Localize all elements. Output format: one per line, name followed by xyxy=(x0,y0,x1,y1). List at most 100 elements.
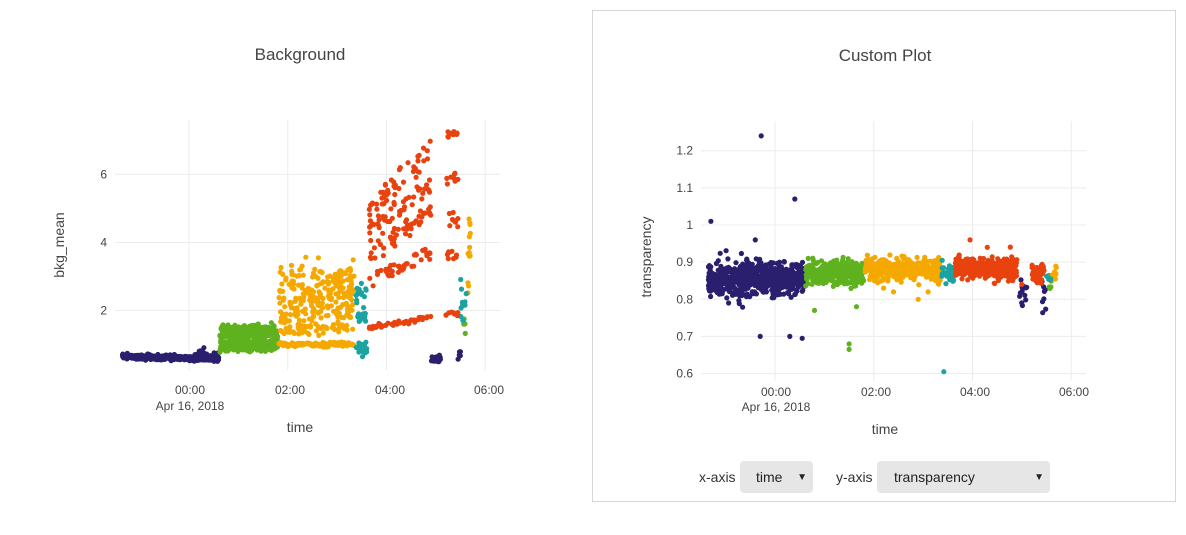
data-point xyxy=(789,262,795,268)
data-point xyxy=(385,187,391,193)
data-point xyxy=(881,285,887,291)
data-point xyxy=(873,272,879,278)
data-point xyxy=(296,273,302,279)
series-1 xyxy=(803,254,1054,352)
data-point xyxy=(708,264,714,270)
y-axis-select[interactable]: transparency ▼ xyxy=(877,461,1050,493)
data-point xyxy=(201,345,207,351)
data-point xyxy=(447,223,453,229)
data-point xyxy=(740,304,746,310)
data-point xyxy=(868,270,874,276)
data-point xyxy=(333,299,339,305)
data-point xyxy=(330,278,336,284)
data-point xyxy=(821,264,827,270)
data-point xyxy=(413,174,419,180)
data-point xyxy=(320,295,326,302)
data-point xyxy=(846,346,852,352)
data-point xyxy=(391,179,397,185)
data-point xyxy=(1052,269,1058,275)
data-point xyxy=(466,253,472,259)
data-point xyxy=(455,310,461,316)
data-point xyxy=(141,353,147,359)
data-point xyxy=(288,341,294,347)
data-point xyxy=(736,301,742,307)
data-point xyxy=(358,280,364,286)
data-point xyxy=(315,309,321,316)
data-point xyxy=(382,182,388,188)
data-point xyxy=(415,169,421,175)
data-point xyxy=(393,232,399,238)
data-point xyxy=(343,300,349,306)
data-point xyxy=(270,331,276,338)
data-point xyxy=(302,306,308,312)
data-point xyxy=(1044,273,1050,279)
series-2 xyxy=(862,252,1059,302)
data-point xyxy=(327,341,333,347)
data-point xyxy=(756,266,762,272)
data-point xyxy=(809,262,815,268)
data-point xyxy=(467,244,473,250)
data-point xyxy=(199,354,205,360)
data-point xyxy=(1001,256,1007,262)
data-point xyxy=(306,316,312,322)
data-point xyxy=(898,279,904,285)
data-point xyxy=(374,271,381,277)
data-point xyxy=(280,288,286,294)
data-point xyxy=(1032,276,1038,282)
data-point xyxy=(460,317,466,324)
data-point xyxy=(455,356,461,362)
data-point xyxy=(758,133,764,139)
data-point xyxy=(448,174,454,180)
data-point xyxy=(1007,271,1013,277)
data-point xyxy=(346,341,352,347)
data-point xyxy=(827,264,833,270)
data-point xyxy=(856,264,862,270)
data-point xyxy=(954,269,960,275)
data-point xyxy=(363,286,369,292)
data-point xyxy=(254,347,260,353)
data-point xyxy=(163,355,169,361)
data-point xyxy=(339,314,345,321)
data-point xyxy=(732,273,738,280)
data-point xyxy=(753,280,759,286)
data-point xyxy=(424,156,431,162)
data-point xyxy=(969,267,976,273)
data-point xyxy=(783,276,789,282)
data-point xyxy=(852,272,858,278)
data-point xyxy=(763,287,769,294)
data-point xyxy=(411,164,417,170)
data-point xyxy=(325,293,332,299)
data-point xyxy=(251,322,257,329)
chevron-down-icon: ▼ xyxy=(1034,471,1044,483)
data-point xyxy=(940,265,947,271)
x-tick-label-0400: 04:00 xyxy=(960,385,990,399)
x-axis-select[interactable]: time ▼ xyxy=(740,461,813,493)
data-point xyxy=(737,288,744,294)
data-point xyxy=(219,338,225,344)
data-point xyxy=(761,270,768,277)
data-point xyxy=(866,266,872,272)
data-point xyxy=(368,223,374,229)
data-point xyxy=(217,349,223,355)
series-1 xyxy=(217,316,468,355)
data-point xyxy=(280,342,287,348)
data-point xyxy=(350,326,356,332)
data-point xyxy=(427,138,433,144)
data-point xyxy=(458,305,464,311)
series-4 xyxy=(952,237,1047,287)
data-point xyxy=(265,340,271,346)
data-point xyxy=(362,313,368,319)
data-point xyxy=(357,317,363,323)
data-point xyxy=(408,317,414,323)
data-point xyxy=(857,268,863,274)
y-tick-label: 0.6 xyxy=(676,367,693,381)
data-point xyxy=(755,273,761,279)
data-point xyxy=(792,196,798,202)
data-point xyxy=(271,339,277,345)
data-point xyxy=(757,333,763,339)
data-point xyxy=(318,268,324,275)
data-point xyxy=(368,202,374,208)
data-point xyxy=(809,274,816,281)
data-point xyxy=(264,344,270,350)
data-point xyxy=(124,353,130,359)
